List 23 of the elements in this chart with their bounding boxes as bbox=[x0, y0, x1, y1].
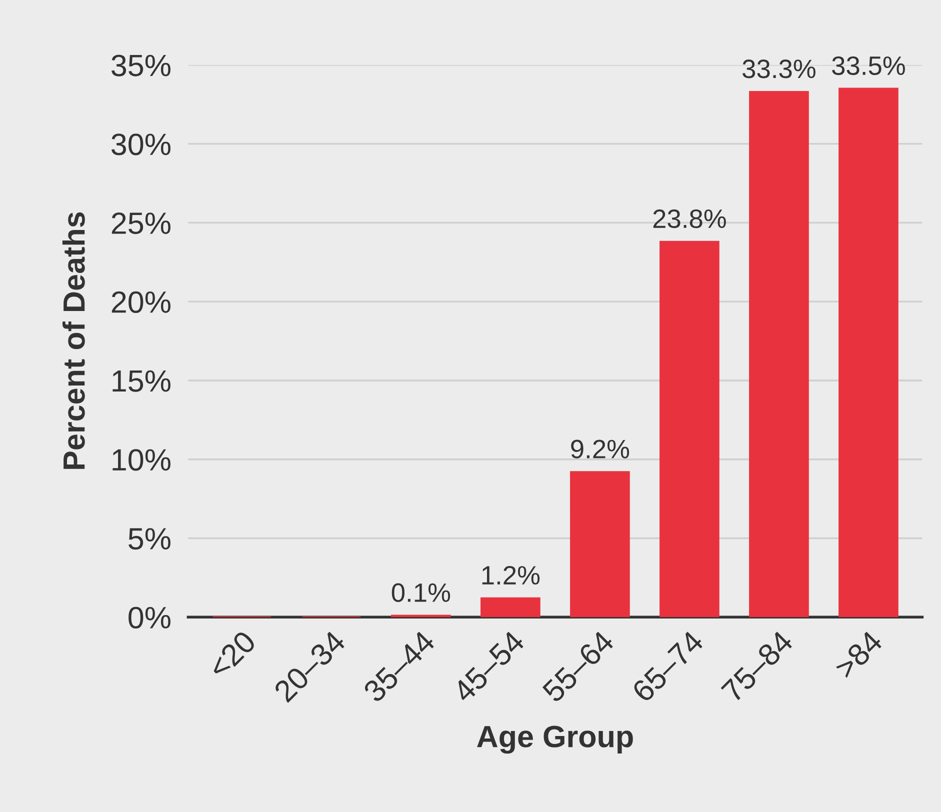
x-axis-title: Age Group bbox=[477, 726, 633, 754]
y-tick-label: 20% bbox=[112, 291, 170, 313]
bar bbox=[838, 88, 898, 618]
bar bbox=[660, 240, 720, 618]
y-tick-label: 10% bbox=[112, 449, 170, 471]
data-label: 9.2% bbox=[571, 440, 630, 458]
y-tick-label: 35% bbox=[112, 54, 170, 76]
x-tick-label: >84 bbox=[833, 629, 884, 680]
y-tick-label: 30% bbox=[112, 134, 170, 156]
data-label: 33.3% bbox=[742, 60, 816, 78]
data-label: 23.8% bbox=[653, 209, 726, 228]
y-tick-label: 0% bbox=[128, 606, 170, 628]
data-label: 1.2% bbox=[482, 566, 540, 585]
bar bbox=[480, 597, 540, 618]
data-label: 0.1% bbox=[392, 583, 450, 602]
y-tick-label: 5% bbox=[128, 528, 170, 550]
y-axis-title: Percent of Deaths bbox=[62, 212, 85, 469]
data-label: 33.5% bbox=[832, 56, 905, 76]
bar bbox=[749, 90, 809, 618]
bar bbox=[570, 471, 630, 618]
x-tick-label: <20 bbox=[206, 630, 257, 680]
y-tick-label: 15% bbox=[112, 370, 170, 392]
y-tick-label: 25% bbox=[112, 212, 170, 234]
